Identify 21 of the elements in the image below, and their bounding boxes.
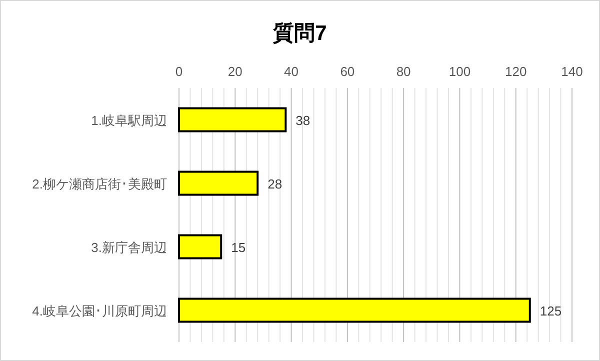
data-label: 15 [231, 240, 246, 255]
x-tick-label: 20 [228, 64, 242, 79]
y-tick-label: 4.岐阜公園･川原町周辺 [32, 303, 167, 318]
bar [178, 170, 259, 196]
y-tick-label: 3.新庁舎周辺 [91, 240, 167, 255]
x-tick-label: 100 [448, 64, 471, 79]
x-tick-label: 120 [505, 64, 527, 79]
bar [178, 107, 287, 132]
x-tick-label: 40 [284, 64, 299, 79]
data-label: 38 [296, 112, 310, 128]
bar [178, 234, 222, 260]
bar [178, 298, 531, 323]
x-tick-label: 80 [396, 64, 411, 79]
chart-title: 質問7 [272, 21, 327, 45]
data-label: 125 [540, 303, 562, 318]
x-tick-label: 0 [175, 64, 183, 79]
data-label: 28 [268, 176, 282, 192]
y-tick-label: 1.岐阜駅周辺 [91, 112, 167, 128]
x-tick-label: 60 [340, 64, 355, 79]
x-tick-label: 140 [561, 64, 583, 79]
y-tick-label: 2.柳ケ瀬商店街･美殿町 [32, 176, 167, 192]
